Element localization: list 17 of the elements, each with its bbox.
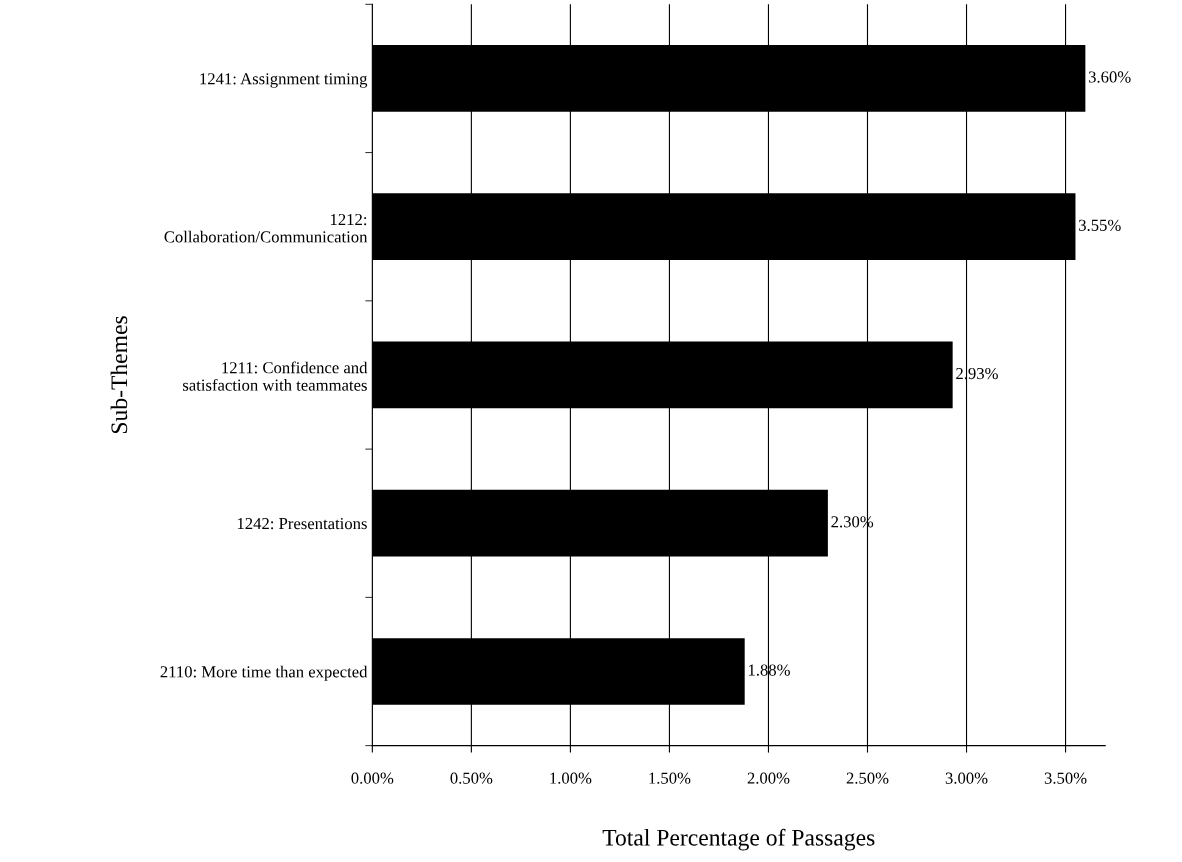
x-tick-label: 2.50% xyxy=(846,772,889,784)
y-tick-label: 1211: Confidence and satisfaction with teammates xyxy=(183,361,368,391)
x-tick-label: 3.50% xyxy=(1044,772,1087,784)
y-tick-label: 1212: Collaboration/Communication xyxy=(164,213,368,243)
x-tick-label: 3.00% xyxy=(945,772,988,784)
data-label: 3.60% xyxy=(1088,71,1131,83)
x-tick-label: 2.00% xyxy=(747,772,790,784)
y-axis-title: Sub-Themes xyxy=(110,316,128,434)
y-tick-label: 1242: Presentations xyxy=(237,517,367,530)
x-tick-label: 0.50% xyxy=(450,772,493,784)
x-tick-label: 1.00% xyxy=(550,772,592,784)
x-axis-title: Total Percentage of Passages xyxy=(602,828,875,851)
y-tick-label: 2110: More time than expected xyxy=(160,665,368,681)
x-tick-label: 1.50% xyxy=(649,772,691,784)
y-tick-label: 1241: Assignment timing xyxy=(200,73,368,88)
data-label: 3.55% xyxy=(1079,219,1121,231)
x-tick-label: 0.00% xyxy=(351,772,394,784)
